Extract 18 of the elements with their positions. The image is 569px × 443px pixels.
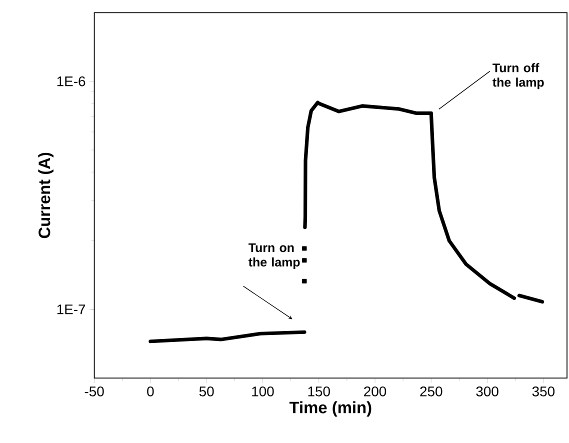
y-axis-title: Current (A) xyxy=(38,152,54,238)
point xyxy=(302,278,307,284)
x-tick-label: 150 xyxy=(308,386,330,396)
x-tick-label: 300 xyxy=(476,386,498,396)
x-tick-label: 50 xyxy=(199,386,214,396)
point xyxy=(302,246,307,251)
annotation: Turn off the lamp xyxy=(492,63,544,90)
annotation: Turn on the lamp xyxy=(248,243,300,269)
x-tick-label: 0 xyxy=(147,386,154,396)
x-tick-label: 100 xyxy=(252,386,274,396)
point xyxy=(302,258,307,263)
y-tick-label: 1E-7 xyxy=(57,304,86,314)
x-tick-label: 200 xyxy=(364,386,386,396)
x-axis-title: Time (min) xyxy=(289,401,372,417)
x-tick-label: 350 xyxy=(532,386,555,396)
x-tick-label: 250 xyxy=(420,386,442,396)
x-tick-label: -50 xyxy=(84,386,104,396)
y-tick-label: 1E-6 xyxy=(57,76,86,86)
